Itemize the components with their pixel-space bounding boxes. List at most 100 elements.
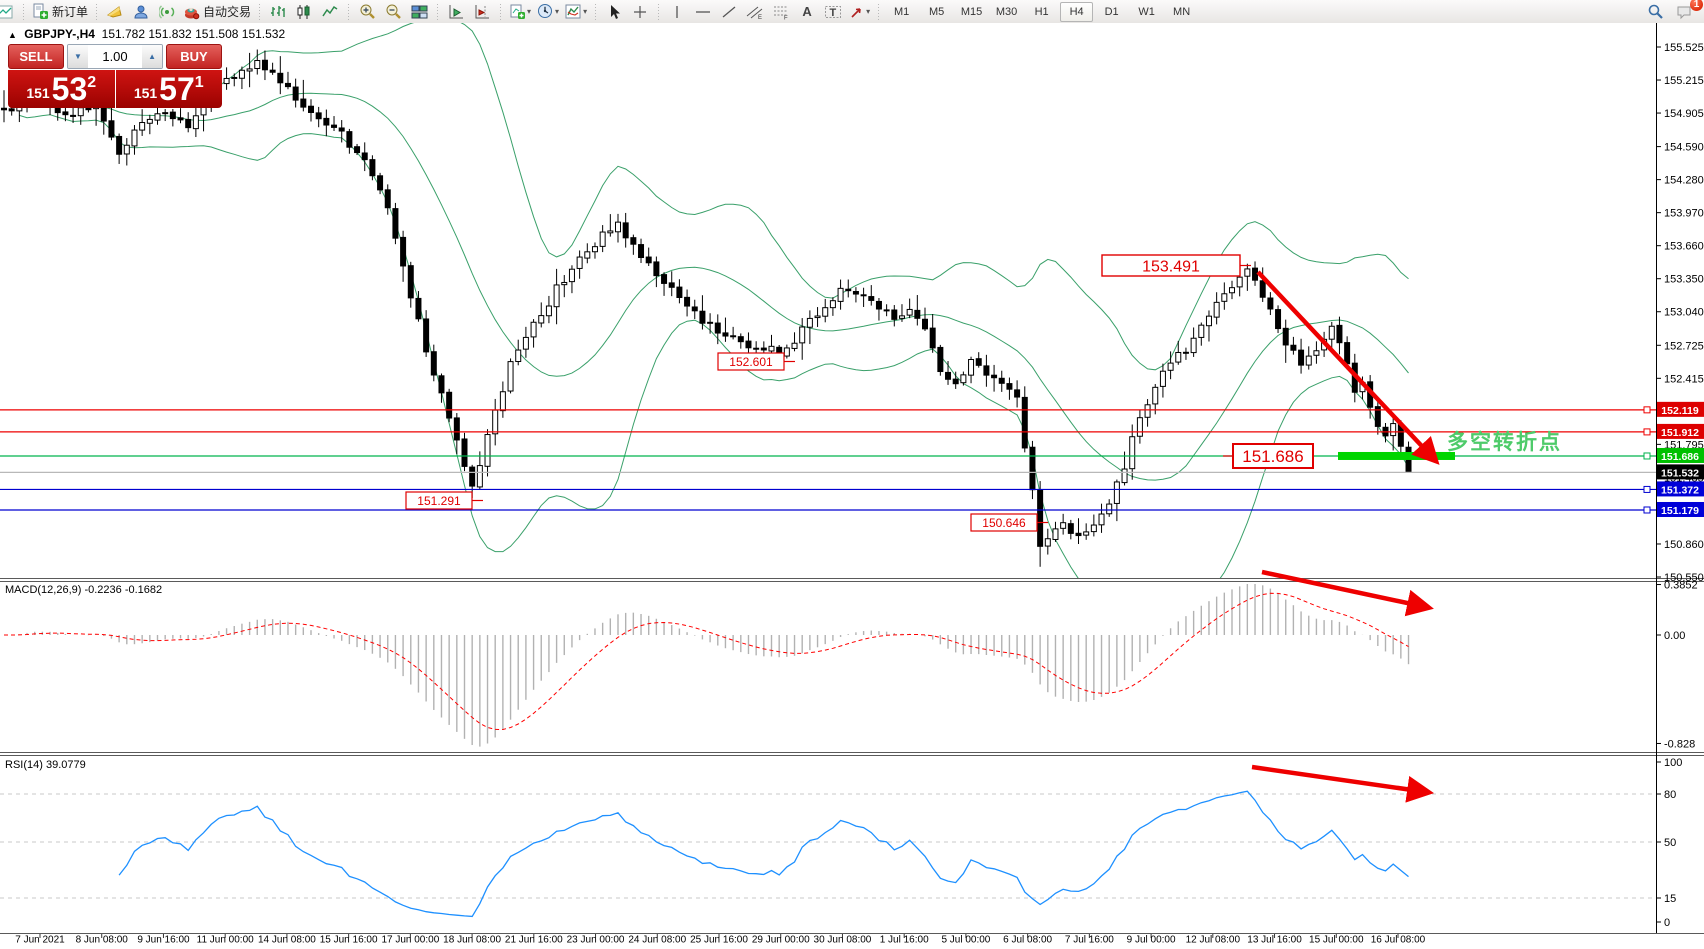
equidistant-channel-tool[interactable]: E bbox=[742, 1, 768, 23]
sell-button[interactable]: SELL bbox=[8, 44, 64, 69]
svg-text:5 Jul 00:00: 5 Jul 00:00 bbox=[941, 935, 990, 945]
svg-text:15: 15 bbox=[1664, 893, 1676, 905]
svg-text:155.215: 155.215 bbox=[1664, 75, 1704, 87]
svg-text:-0.828: -0.828 bbox=[1664, 738, 1695, 750]
trendline-tool[interactable] bbox=[716, 1, 742, 23]
svg-text:153.970: 153.970 bbox=[1664, 208, 1704, 220]
svg-text:9 Jun 16:00: 9 Jun 16:00 bbox=[137, 935, 190, 945]
svg-text:152.601: 152.601 bbox=[729, 355, 773, 369]
tile-windows-icon[interactable] bbox=[406, 1, 432, 23]
time-axis[interactable]: 7 Jun 2021 8 Jun 08:00 9 Jun 16:00 11 Jun 0… bbox=[15, 934, 1426, 946]
callout-label[interactable]: 150.646 bbox=[970, 513, 1048, 532]
buy-button[interactable]: BUY bbox=[166, 44, 222, 69]
callout-label[interactable]: 152.601 bbox=[717, 352, 795, 371]
autotrading-label: 自动交易 bbox=[203, 5, 252, 19]
timeframe-m30[interactable]: M30 bbox=[995, 5, 1018, 18]
candlestick-mode-icon[interactable] bbox=[291, 1, 317, 23]
timeframe-d1[interactable]: D1 bbox=[1104, 5, 1119, 18]
svg-text:17 Jun 00:00: 17 Jun 00:00 bbox=[381, 935, 439, 945]
indicators-button[interactable]: ▾ bbox=[562, 1, 590, 23]
timeframe-mn[interactable]: MN bbox=[1173, 5, 1191, 18]
svg-text:150.860: 150.860 bbox=[1664, 539, 1704, 551]
horizontal-line-tool[interactable] bbox=[690, 1, 716, 23]
svg-text:7 Jun 2021: 7 Jun 2021 bbox=[15, 935, 65, 945]
svg-text:152.415: 152.415 bbox=[1664, 373, 1704, 385]
svg-text:153.491: 153.491 bbox=[1142, 258, 1200, 275]
price-callouts[interactable]: 153.491 152.601 151.686 151.291 150.646 bbox=[405, 254, 1314, 532]
svg-text:1 Jul 16:00: 1 Jul 16:00 bbox=[880, 935, 929, 945]
notifications-button[interactable]: 1 bbox=[1672, 0, 1703, 23]
timeframe-m1[interactable]: M1 bbox=[893, 5, 910, 18]
svg-text:150.550: 150.550 bbox=[1664, 572, 1704, 584]
svg-text:151.179: 151.179 bbox=[1661, 505, 1699, 517]
svg-text:24 Jun 08:00: 24 Jun 08:00 bbox=[628, 935, 686, 945]
svg-text:11 Jun 00:00: 11 Jun 00:00 bbox=[197, 935, 255, 945]
profiles-button[interactable]: ▾ bbox=[534, 1, 562, 23]
volume-decrease-button[interactable]: ▼ bbox=[68, 45, 88, 68]
chart-shift-icon[interactable] bbox=[469, 1, 495, 23]
one-click-trading-panel: SELL ▼ ▲ BUY 151 53 2 151 57 1 bbox=[8, 44, 222, 108]
svg-text:151.912: 151.912 bbox=[1661, 427, 1699, 439]
collapse-triangle-icon[interactable]: ▲ bbox=[8, 30, 17, 40]
zoom-out-icon[interactable] bbox=[380, 1, 406, 23]
symbol-info-bar: ▲ GBPJPY-,H4 151.782 151.832 151.508 151… bbox=[8, 27, 285, 41]
svg-text:23 Jun 00:00: 23 Jun 00:00 bbox=[567, 935, 625, 945]
svg-text:0: 0 bbox=[1664, 917, 1670, 929]
volume-increase-button[interactable]: ▲ bbox=[142, 45, 162, 68]
autotrading-button[interactable]: 自动交易 bbox=[180, 1, 254, 23]
svg-text:50: 50 bbox=[1664, 837, 1676, 849]
search-icon[interactable] bbox=[1642, 1, 1668, 23]
line-chart-mode-icon[interactable] bbox=[317, 1, 343, 23]
zoom-in-icon[interactable] bbox=[354, 1, 380, 23]
signals-icon[interactable] bbox=[154, 1, 180, 23]
callout-label[interactable]: 153.491 bbox=[1101, 254, 1251, 277]
svg-text:29 Jun 00:00: 29 Jun 00:00 bbox=[752, 935, 810, 945]
svg-text:0.3852: 0.3852 bbox=[1664, 580, 1698, 592]
timeframe-w1[interactable]: W1 bbox=[1138, 5, 1155, 18]
volume-input[interactable] bbox=[87, 45, 143, 68]
timeframe-h1[interactable]: H1 bbox=[1034, 5, 1049, 18]
dropdown-arrow-icon: ▾ bbox=[555, 7, 560, 16]
chart-window-icon bbox=[0, 1, 18, 23]
panel-separators[interactable] bbox=[0, 578, 1704, 934]
callout-label[interactable]: 151.291 bbox=[405, 491, 483, 510]
timeframe-m15[interactable]: M15 bbox=[960, 5, 983, 18]
svg-text:151.686: 151.686 bbox=[1242, 447, 1303, 466]
callout-label[interactable]: 151.686 bbox=[1223, 443, 1314, 469]
bar-chart-mode-icon[interactable] bbox=[265, 1, 291, 23]
rsi-panel bbox=[0, 790, 1656, 918]
fibonacci-tool[interactable]: F bbox=[768, 1, 794, 23]
chart-area[interactable]: 153.491 152.601 151.686 151.291 150.646 多空转折… bbox=[0, 23, 1704, 946]
price-axis[interactable]: 155.525 155.215 154.905 154.590 154.280 153.9… bbox=[1656, 23, 1704, 933]
svg-text:12 Jul 08:00: 12 Jul 08:00 bbox=[1186, 935, 1241, 945]
svg-text:15 Jun 16:00: 15 Jun 16:00 bbox=[320, 935, 378, 945]
annotation-text[interactable]: 多空转折点 bbox=[1447, 430, 1562, 454]
auto-scroll-icon[interactable] bbox=[443, 1, 469, 23]
sell-price-display[interactable]: 151 53 2 bbox=[8, 70, 116, 108]
text-tool[interactable]: A bbox=[802, 4, 812, 19]
new-chart-button[interactable]: ▾ bbox=[506, 1, 534, 23]
svg-text:151.686: 151.686 bbox=[1661, 451, 1699, 463]
support-zone-highlight[interactable] bbox=[1338, 451, 1455, 460]
new-order-button[interactable]: 新订单 bbox=[29, 1, 91, 23]
market-icon[interactable] bbox=[102, 1, 128, 23]
svg-text:21 Jun 16:00: 21 Jun 16:00 bbox=[505, 935, 563, 945]
svg-text:151.532: 151.532 bbox=[1661, 467, 1699, 479]
svg-text:25 Jun 16:00: 25 Jun 16:00 bbox=[690, 935, 748, 945]
text-label-tool[interactable]: T bbox=[820, 1, 846, 23]
symbol-name: GBPJPY-,H4 bbox=[24, 27, 95, 41]
cursor-tool[interactable] bbox=[601, 1, 627, 23]
crosshair-tool[interactable] bbox=[627, 1, 653, 23]
buy-price-display[interactable]: 151 57 1 bbox=[115, 70, 222, 108]
svg-text:13 Jul 16:00: 13 Jul 16:00 bbox=[1247, 935, 1302, 945]
community-icon[interactable] bbox=[128, 1, 154, 23]
timeframe-h4[interactable]: H4 bbox=[1060, 1, 1094, 22]
arrows-tool[interactable]: ▾ bbox=[846, 1, 873, 23]
svg-text:0.00: 0.00 bbox=[1664, 630, 1685, 642]
svg-text:T: T bbox=[830, 7, 837, 19]
vertical-line-tool[interactable] bbox=[664, 1, 690, 23]
timeframe-m5[interactable]: M5 bbox=[928, 5, 945, 18]
trend-arrows[interactable] bbox=[1251, 270, 1440, 803]
svg-text:152.725: 152.725 bbox=[1664, 340, 1704, 352]
macd-label: MACD(12,26,9) -0.2236 -0.1682 bbox=[5, 584, 162, 596]
